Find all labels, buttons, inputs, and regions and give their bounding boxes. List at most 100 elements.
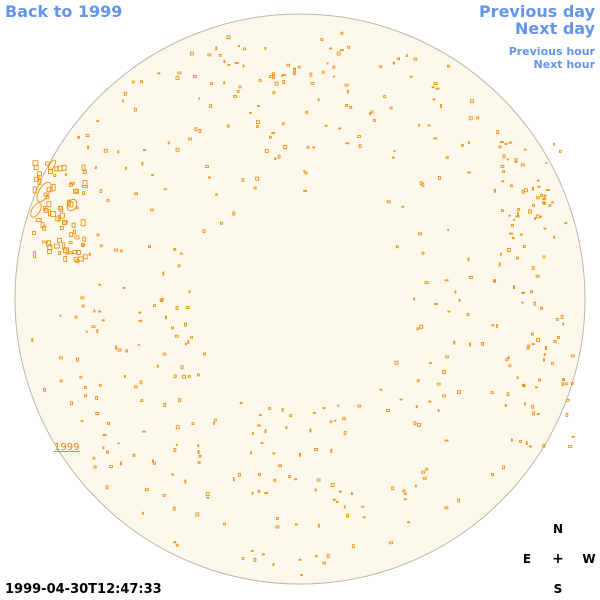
- feature-contour: [74, 235, 80, 240]
- feature-contour: [322, 407, 326, 410]
- feature-contour: [535, 274, 540, 278]
- feature-contour: [173, 447, 177, 452]
- feature-contour: [504, 142, 508, 145]
- feature-contour: [50, 211, 57, 217]
- feature-contour: [499, 141, 504, 143]
- feature-contour: [157, 72, 161, 75]
- feature-contour: [316, 478, 321, 482]
- feature-contour: [242, 64, 245, 68]
- feature-contour: [457, 390, 461, 395]
- feature-contour: [219, 221, 223, 225]
- feature-contour: [55, 216, 61, 222]
- year-link[interactable]: 1999: [54, 442, 80, 453]
- feature-contour: [98, 383, 102, 387]
- next-day-link[interactable]: Next day: [515, 19, 595, 38]
- feature-contour: [317, 523, 320, 528]
- feature-contour: [34, 176, 40, 182]
- feature-contour: [122, 286, 126, 289]
- feature-contour: [434, 303, 439, 305]
- feature-contour: [543, 357, 545, 362]
- feature-contour: [87, 145, 90, 150]
- feature-contour: [65, 248, 69, 255]
- feature-contour: [338, 127, 342, 130]
- previous-day-link[interactable]: Previous day: [478, 2, 595, 21]
- feature-contour: [69, 182, 73, 187]
- feature-contour: [238, 85, 242, 89]
- feature-contour: [312, 146, 316, 149]
- feature-contour: [53, 243, 60, 249]
- feature-contour: [96, 233, 100, 237]
- feature-contour: [498, 145, 502, 149]
- feature-contour: [399, 398, 403, 401]
- feature-contour: [81, 304, 85, 308]
- feature-contour: [233, 94, 238, 98]
- feature-contour: [551, 201, 554, 204]
- feature-contour: [171, 473, 175, 476]
- feature-contour: [369, 112, 372, 115]
- feature-contour: [207, 176, 211, 179]
- feature-contour: [282, 73, 286, 76]
- feature-contour: [212, 421, 215, 425]
- feature-contour: [93, 465, 97, 469]
- feature-contour: [70, 401, 73, 406]
- feature-contour: [152, 459, 154, 463]
- feature-contour: [470, 99, 474, 104]
- feature-contour: [288, 475, 292, 479]
- feature-contour: [542, 255, 546, 259]
- back-to-year-link[interactable]: Back to 1999: [5, 2, 123, 21]
- feature-contour: [258, 79, 262, 82]
- feature-contour: [545, 162, 548, 164]
- previous-hour-link[interactable]: Previous hour: [508, 45, 595, 58]
- feature-contour: [397, 57, 401, 61]
- feature-contour: [85, 330, 88, 333]
- feature-contour: [68, 241, 73, 245]
- feature-contour: [106, 450, 109, 454]
- feature-contour: [37, 171, 42, 177]
- feature-contour: [458, 298, 461, 302]
- feature-contour: [531, 265, 535, 270]
- feature-contour: [198, 129, 202, 133]
- feature-contour: [172, 506, 176, 511]
- feature-contour: [72, 250, 78, 255]
- feature-contour: [51, 183, 56, 191]
- feature-contour: [76, 249, 81, 255]
- feature-contour: [413, 297, 416, 301]
- compass-south-label: S: [553, 582, 563, 596]
- feature-contour: [521, 189, 525, 194]
- feature-contour: [309, 428, 312, 433]
- feature-contour: [476, 116, 480, 120]
- feature-contour: [524, 402, 527, 406]
- feature-contour: [187, 375, 191, 379]
- feature-contour: [350, 492, 353, 496]
- feature-contour: [80, 219, 86, 227]
- feature-contour: [205, 492, 210, 497]
- feature-contour: [481, 341, 484, 346]
- feature-contour: [432, 98, 436, 101]
- feature-contour: [292, 72, 296, 76]
- feature-contour: [183, 322, 187, 327]
- feature-contour: [457, 498, 461, 503]
- feature-contour: [75, 259, 80, 264]
- feature-contour: [250, 451, 253, 455]
- feature-contour: [109, 465, 113, 468]
- feature-contour: [321, 70, 325, 74]
- feature-contour: [467, 257, 470, 262]
- feature-contour: [337, 404, 340, 407]
- feature-contour: [250, 550, 254, 552]
- feature-contour: [274, 157, 277, 161]
- feature-contour: [190, 335, 194, 339]
- feature-contour: [562, 378, 565, 382]
- feature-contour: [182, 374, 187, 379]
- feature-contour: [338, 490, 342, 493]
- next-hour-link[interactable]: Next hour: [533, 58, 596, 71]
- feature-contour: [80, 420, 84, 423]
- feature-contour: [446, 64, 450, 68]
- feature-contour: [274, 81, 279, 86]
- feature-contour: [425, 467, 429, 471]
- feature-contour: [95, 412, 100, 415]
- feature-contour: [521, 301, 524, 304]
- feature-contour: [344, 83, 349, 87]
- feature-contour: [58, 251, 62, 256]
- feature-contour: [141, 161, 144, 166]
- feature-contour: [501, 180, 505, 183]
